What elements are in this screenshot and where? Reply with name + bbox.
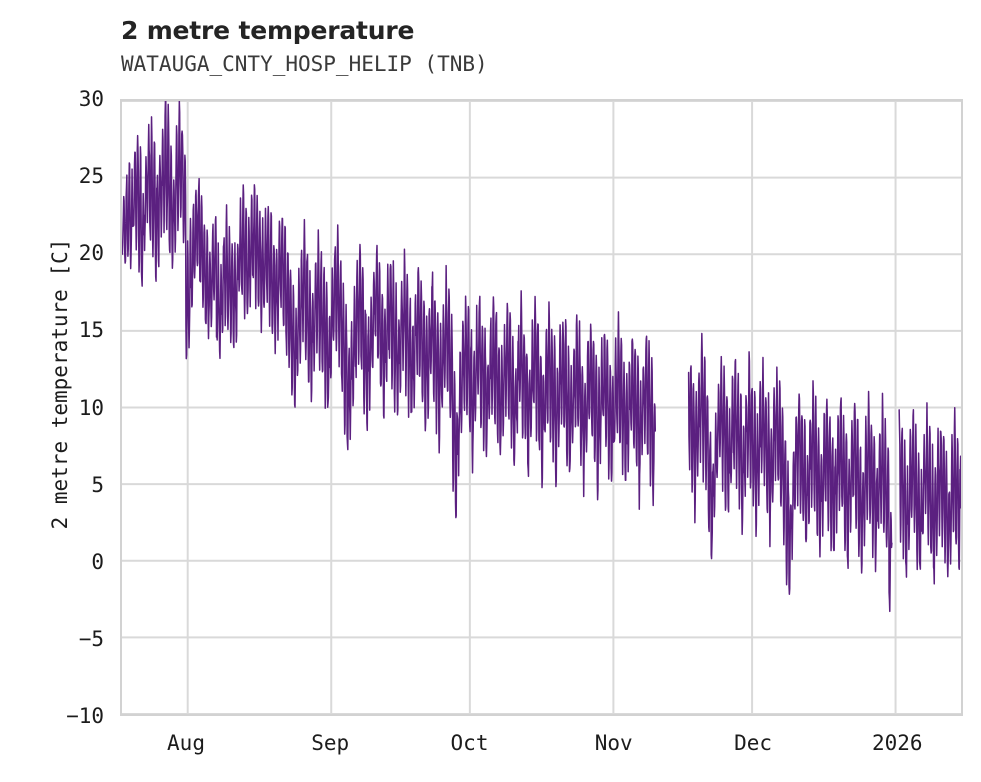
y-tick-label: 25 [78, 164, 104, 189]
y-tick-label: −5 [78, 626, 104, 651]
chart-title: 2 metre temperature [121, 16, 415, 45]
y-tick-label: 10 [78, 395, 104, 420]
y-tick-label: 5 [91, 472, 104, 497]
plot-area [120, 99, 963, 716]
x-tick-label: Oct [450, 731, 489, 755]
y-tick-label: 0 [91, 549, 104, 574]
temperature-line-segment [689, 334, 892, 612]
temperature-line-segment [899, 403, 961, 584]
x-tick-label: Nov [594, 731, 633, 755]
y-tick-label: −10 [66, 704, 104, 728]
y-tick-label: 15 [78, 318, 104, 343]
x-tick-label: Aug [167, 731, 205, 755]
x-tick-label: 2026 [871, 731, 923, 755]
x-tick-label: Sep [311, 731, 350, 755]
temperature-series-plot [122, 101, 961, 714]
chart-subtitle: WATAUGA_CNTY_HOSP_HELIP (TNB) [121, 52, 488, 76]
y-tick-label: 20 [78, 241, 104, 266]
series-group [122, 101, 961, 611]
temperature-line-segment [122, 101, 655, 518]
y-tick-label: 30 [78, 87, 104, 111]
x-tick-label: Dec [734, 731, 773, 755]
